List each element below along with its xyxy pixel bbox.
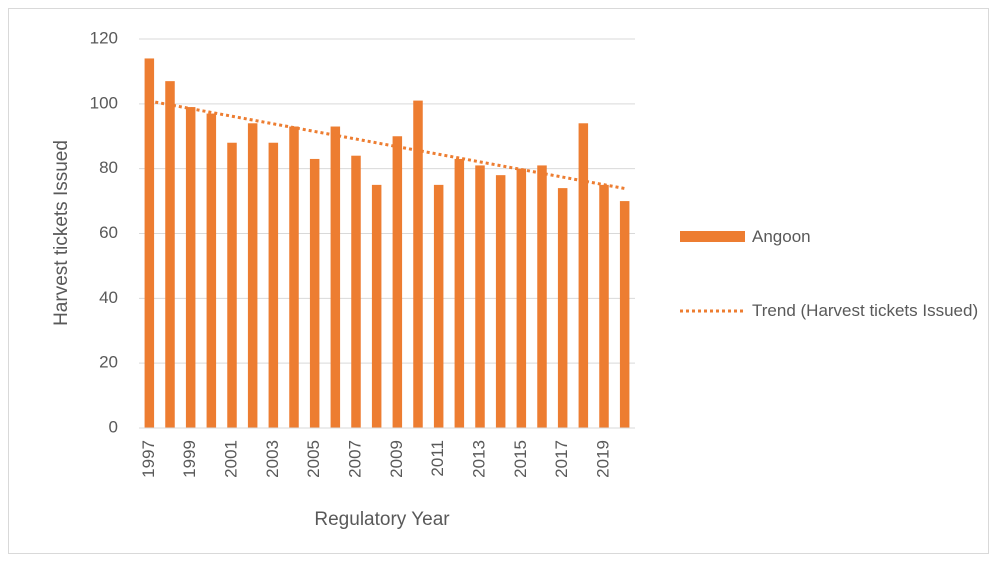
- bar: [227, 142, 237, 428]
- y-tick-label: 100: [90, 93, 118, 112]
- bar: [413, 100, 423, 428]
- bar: [309, 158, 320, 429]
- bar: [454, 158, 465, 429]
- bar: [185, 107, 196, 428]
- bar: [206, 113, 217, 428]
- x-tick-label: 2001: [221, 440, 240, 478]
- y-tick-label: 120: [90, 28, 118, 47]
- trend-line: [149, 99, 625, 190]
- bar: [619, 201, 630, 428]
- bar: [247, 123, 258, 429]
- bar: [144, 58, 155, 428]
- bar: [371, 184, 382, 428]
- bar: [475, 165, 485, 429]
- bar: [289, 126, 299, 429]
- x-tick-label: 2017: [552, 440, 571, 478]
- bar: [495, 175, 506, 428]
- y-tick-label: 60: [99, 223, 118, 242]
- y-axis-title: Harvest tickets Issued: [51, 140, 72, 326]
- bar: [516, 168, 527, 428]
- x-tick-label: 2015: [511, 440, 530, 478]
- bar: [557, 188, 568, 428]
- x-axis-title: Regulatory Year: [314, 509, 450, 530]
- bar: [578, 123, 589, 429]
- legend-label: Angoon: [752, 227, 811, 246]
- x-tick-label: 2019: [593, 440, 612, 478]
- y-tick-label: 80: [99, 158, 118, 177]
- bar: [268, 142, 279, 428]
- x-tick-label: 2013: [469, 440, 488, 478]
- y-tick-label: 20: [99, 353, 118, 372]
- x-tick-label: 2005: [304, 440, 323, 478]
- x-tick-label: 2007: [345, 440, 364, 478]
- bar: [392, 136, 403, 428]
- x-tick-label: 2011: [428, 440, 447, 477]
- legend-swatch: [680, 231, 745, 242]
- bar: [330, 126, 341, 429]
- bar: [165, 81, 175, 429]
- x-tick-label: 2009: [387, 440, 406, 478]
- bar: [599, 184, 609, 428]
- bar: [433, 184, 444, 428]
- legend-label: Trend (Harvest tickets Issued): [752, 301, 979, 320]
- y-tick-label: 0: [109, 417, 118, 436]
- x-tick-label: 1999: [180, 440, 199, 478]
- x-tick-label: 1997: [139, 440, 158, 478]
- y-tick-label: 40: [99, 288, 118, 307]
- bar: [351, 155, 361, 428]
- bar: [537, 165, 547, 429]
- x-tick-label: 2003: [263, 440, 282, 478]
